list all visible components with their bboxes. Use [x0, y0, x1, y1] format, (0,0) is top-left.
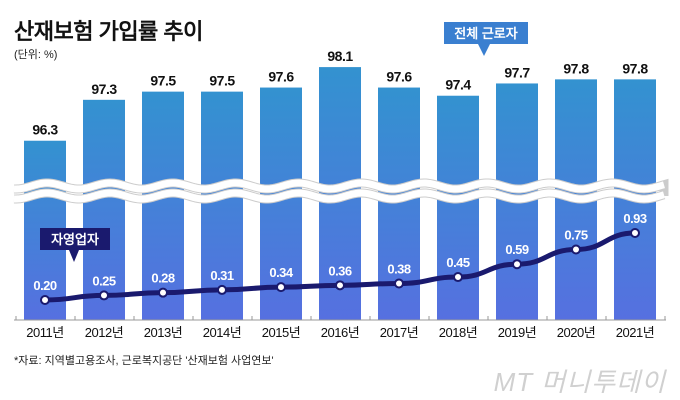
- line-point: [512, 259, 522, 270]
- bar-value-label: 97.8: [622, 60, 648, 76]
- x-tick-label: 2020년: [557, 325, 595, 340]
- x-tick-label: 2014년: [203, 325, 241, 340]
- legend-self-label: 자영업자: [51, 232, 99, 247]
- legend-total-pointer: [478, 44, 490, 56]
- bar: [142, 91, 184, 321]
- axis-break: [13, 189, 665, 203]
- bar-value-label: 97.6: [386, 69, 412, 85]
- watermark-logo: MT 머니투데이: [493, 367, 666, 397]
- bar-value-label: 96.3: [32, 122, 58, 138]
- axis-break: [13, 179, 665, 193]
- line-point: [453, 272, 463, 283]
- line-value-label: 0.31: [210, 268, 234, 283]
- line-value-label: 0.38: [387, 261, 411, 276]
- bar: [201, 91, 243, 321]
- line-point: [571, 244, 581, 255]
- x-tick-label: 2011년: [26, 325, 63, 340]
- legend-self-pointer: [69, 250, 79, 262]
- line-value-label: 0.20: [33, 278, 57, 293]
- legend-self-employed: 자영업자: [40, 228, 110, 262]
- line-point: [158, 287, 168, 298]
- legend-total-label: 전체 근로자: [454, 26, 517, 41]
- chart-title: 산재보험 가입률 추이: [14, 19, 203, 44]
- line-point: [394, 278, 404, 289]
- bar: [83, 99, 125, 321]
- line-value-label: 0.45: [446, 255, 470, 270]
- bar-value-label: 97.6: [268, 69, 294, 85]
- line-point: [40, 295, 50, 305]
- line-value-label: 0.28: [151, 271, 175, 286]
- line-point: [335, 280, 345, 291]
- line-value-label: 0.59: [505, 242, 529, 257]
- bar-value-label: 97.3: [91, 81, 117, 97]
- bar: [260, 87, 302, 320]
- x-tick-label: 2016년: [321, 325, 359, 340]
- legend-total-workers: 전체 근로자: [444, 22, 528, 56]
- bar-value-label: 97.7: [504, 64, 530, 80]
- line-series-self-employed: [42, 230, 638, 303]
- unit-label: (단위: %): [14, 49, 58, 61]
- bar: [437, 95, 479, 321]
- legend-self-box: [40, 228, 110, 250]
- bar-value-label: 98.1: [327, 48, 353, 64]
- x-tick-label: 2017년: [380, 325, 418, 340]
- line-point: [217, 284, 227, 295]
- line-value-label: 0.36: [328, 263, 352, 278]
- x-tick-label: 2015년: [262, 325, 300, 340]
- x-tick-label: 2019년: [498, 325, 536, 340]
- line-value-label: 0.75: [564, 228, 588, 243]
- x-tick-label: 2021년: [616, 325, 654, 340]
- bar-value-label: 97.5: [150, 73, 176, 89]
- source-note: *자료: 지역별고용조사, 근로복지공단 '산재보험 사업연보': [14, 355, 274, 367]
- bar-value-label: 97.8: [563, 60, 589, 76]
- bar-value-label: 97.5: [209, 73, 235, 89]
- line-value-label: 0.34: [269, 265, 294, 280]
- x-tick-label: 2013년: [144, 325, 182, 340]
- legend-total-box: [444, 22, 528, 44]
- line-value-label: 0.93: [623, 211, 647, 226]
- line-point: [630, 228, 640, 238]
- bar-value-label: 97.4: [445, 77, 471, 93]
- x-tick-label: 2012년: [85, 325, 123, 340]
- x-tick-label: 2018년: [439, 325, 477, 340]
- line-point: [99, 290, 109, 301]
- line-value-label: 0.25: [92, 273, 116, 288]
- line-point: [276, 282, 286, 293]
